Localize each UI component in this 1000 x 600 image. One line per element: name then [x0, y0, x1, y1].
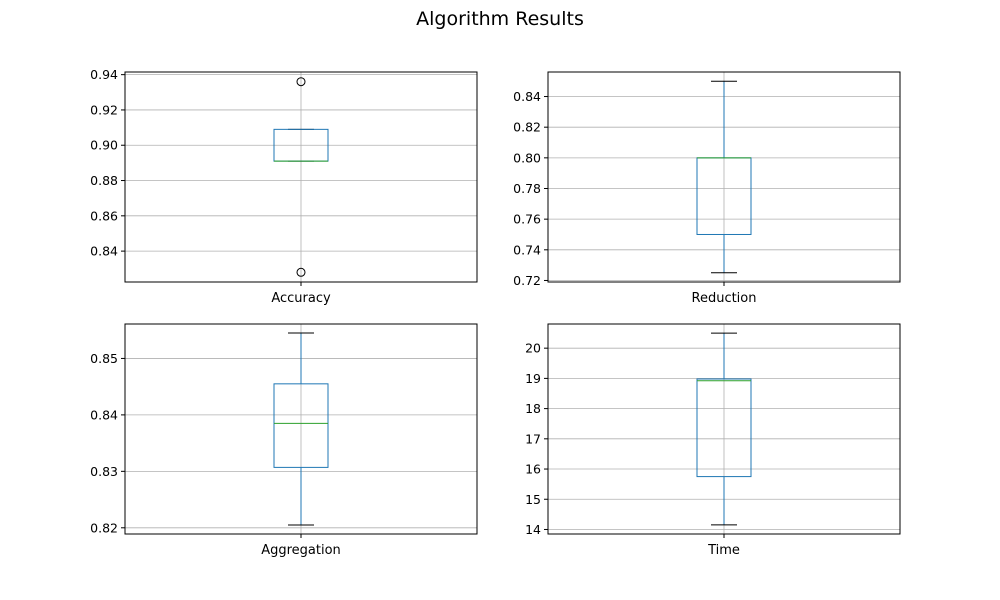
- subplot-reduction: 0.72 0.74 0.76 0.78 0.80 0.82 0.84 Reduction: [513, 71, 901, 306]
- ytick-label-reduction-2: 0.76: [513, 212, 541, 227]
- ytick-label-time-1: 15: [525, 492, 541, 507]
- category-label-accuracy: Accuracy: [271, 291, 331, 306]
- flier-accuracy-0: [296, 267, 306, 277]
- ytick-label-time-3: 17: [525, 431, 541, 446]
- ytick-label-time-4: 18: [525, 401, 541, 416]
- ytick-label-accuracy-0: 0.84: [90, 244, 118, 259]
- subplot-time: 14 15 16 17 18 19 20 Time: [525, 323, 901, 558]
- ytick-label-time-6: 20: [525, 341, 541, 356]
- ytick-label-reduction-1: 0.74: [513, 242, 541, 257]
- ytick-label-accuracy-3: 0.90: [90, 138, 118, 153]
- ytick-label-aggregation-1: 0.83: [90, 464, 118, 479]
- ytick-label-time-5: 19: [525, 371, 541, 386]
- ytick-label-aggregation-2: 0.84: [90, 407, 118, 422]
- ytick-label-aggregation-0: 0.82: [90, 520, 118, 535]
- subplot-accuracy: 0.84 0.86 0.88 0.90 0.92 0.94 Accuracy: [90, 67, 478, 306]
- figure-title: Algorithm Results: [416, 8, 584, 30]
- box-time: [696, 378, 752, 478]
- ytick-label-reduction-6: 0.84: [513, 89, 541, 104]
- ytick-label-reduction-4: 0.80: [513, 150, 541, 165]
- ytick-label-time-0: 14: [525, 522, 541, 537]
- category-label-aggregation: Aggregation: [261, 543, 341, 558]
- subplot-aggregation: 0.82 0.83 0.84 0.85 Aggregation: [90, 323, 478, 558]
- box-aggregation: [273, 383, 329, 468]
- ytick-label-reduction-0: 0.72: [513, 273, 541, 288]
- ytick-label-accuracy-1: 0.86: [90, 208, 118, 223]
- ytick-label-accuracy-4: 0.92: [90, 102, 118, 117]
- ytick-label-time-2: 16: [525, 462, 541, 477]
- ytick-label-reduction-3: 0.78: [513, 181, 541, 196]
- ytick-label-reduction-5: 0.82: [513, 120, 541, 135]
- ytick-label-accuracy-2: 0.88: [90, 173, 118, 188]
- category-label-time: Time: [707, 543, 740, 558]
- ytick-label-accuracy-5: 0.94: [90, 67, 118, 82]
- ytick-label-aggregation-3: 0.85: [90, 351, 118, 366]
- flier-accuracy-1: [296, 77, 306, 87]
- category-label-reduction: Reduction: [692, 291, 757, 306]
